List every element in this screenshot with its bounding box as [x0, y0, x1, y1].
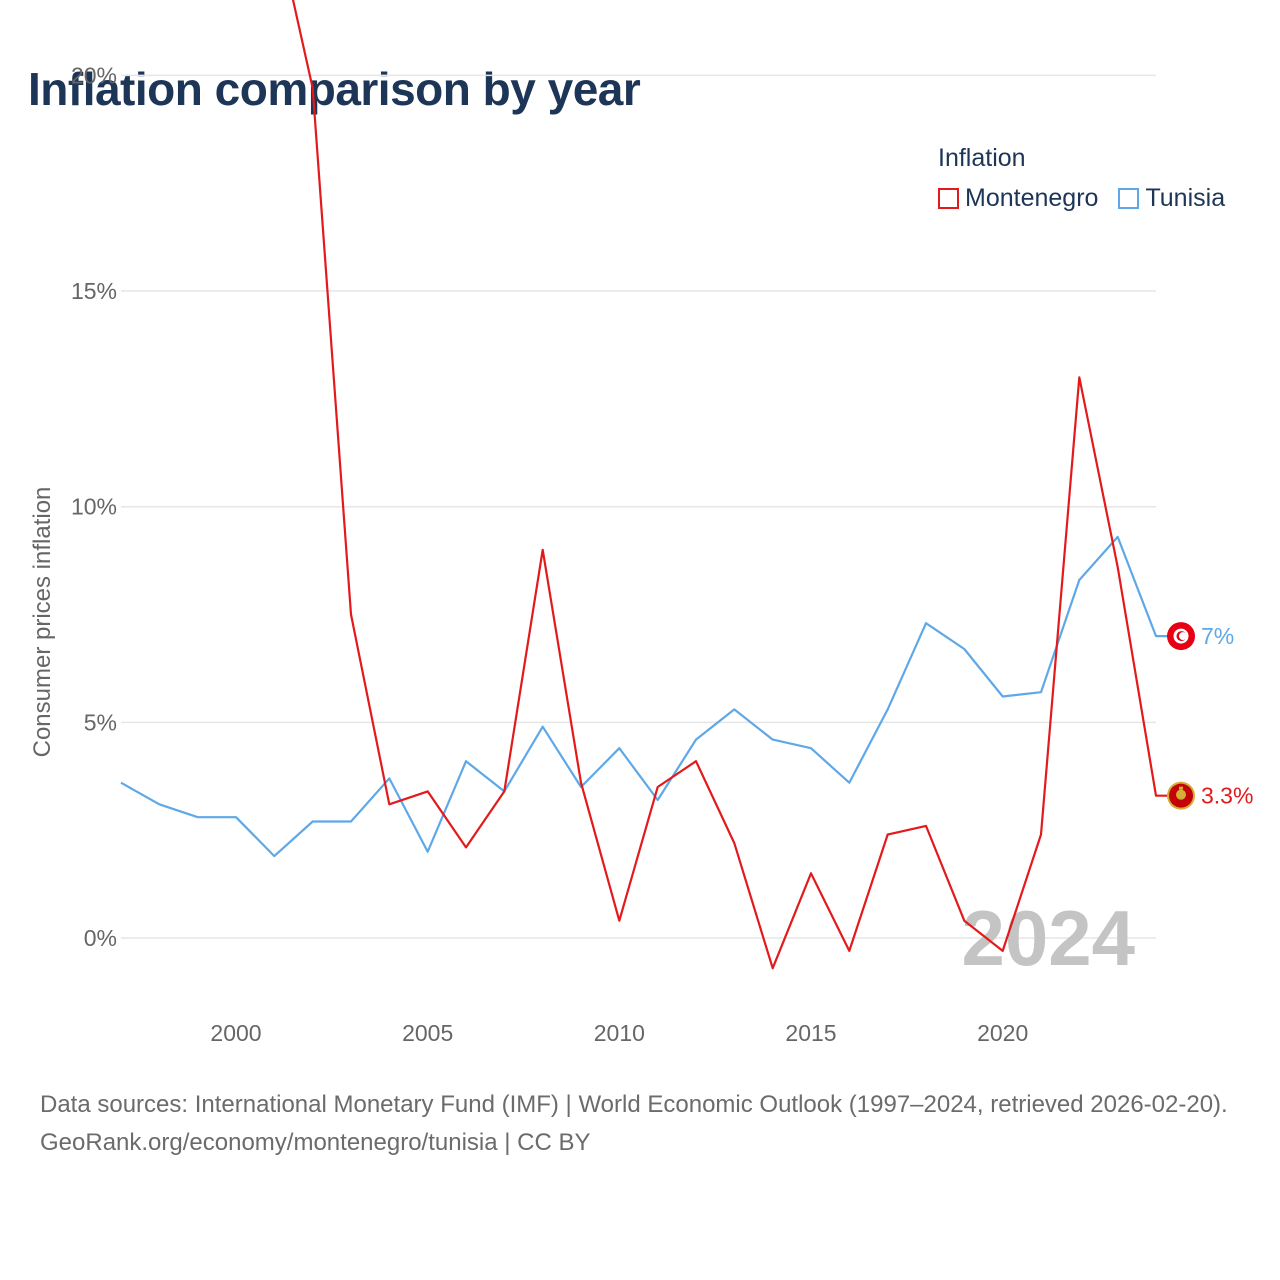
- legend-label-montenegro: Montenegro: [965, 184, 1099, 212]
- legend-swatch-tunisia: [1118, 188, 1140, 209]
- series-line-montenegro: [291, 0, 1168, 970]
- chart-title: Inflation comparison by year: [28, 63, 641, 115]
- y-tick-label: 20%: [71, 62, 117, 88]
- y-tick-label: 5%: [84, 709, 117, 735]
- source-link[interactable]: GeoRank.org/economy/montenegro/tunisia |…: [40, 1129, 591, 1156]
- gridlines: [121, 74, 1156, 939]
- montenegro-flag-icon: [1167, 781, 1195, 810]
- year-watermark: 2024: [961, 894, 1135, 982]
- end-markers: 3.3% 7%: [1167, 622, 1253, 810]
- y-axis-label: Consumer prices inflation: [29, 487, 56, 758]
- y-axis-ticks: 0%5%10%15%20%25%30%: [71, 62, 117, 951]
- y-tick-label: 15%: [71, 278, 117, 304]
- footer: Data sources: International Monetary Fun…: [40, 1086, 1250, 1162]
- legend-item-tunisia[interactable]: Tunisia: [1118, 184, 1225, 213]
- x-tick-label: 2000: [210, 1020, 261, 1046]
- y-tick-label: 10%: [71, 494, 117, 520]
- data-sources: Data sources: International Monetary Fun…: [40, 1091, 1228, 1118]
- x-tick-label: 2020: [977, 1020, 1028, 1046]
- x-tick-label: 2005: [402, 1020, 453, 1046]
- legend-swatch-montenegro: [938, 188, 959, 209]
- line-chart: 0%5%10%15%20%25%30% 20002005201020152020…: [29, 0, 1253, 1046]
- series-lines: [120, 0, 1168, 970]
- x-axis-ticks: 2000 2005 2010 2015 2020: [210, 1020, 1028, 1046]
- tunisia-flag-icon: [1167, 622, 1195, 651]
- legend-label-tunisia: Tunisia: [1145, 184, 1226, 212]
- legend-item-montenegro[interactable]: Montenegro: [938, 184, 1098, 213]
- series-line-tunisia: [120, 535, 1168, 858]
- end-value-label-tunisia: 7%: [1201, 623, 1234, 649]
- legend-title: Inflation: [938, 144, 1026, 172]
- end-value-label-montenegro: 3.3%: [1201, 783, 1253, 809]
- y-tick-label: 0%: [84, 925, 117, 951]
- x-tick-label: 2010: [594, 1020, 645, 1046]
- x-tick-label: 2015: [785, 1020, 836, 1046]
- legend: Montenegro Tunisia: [938, 184, 1245, 213]
